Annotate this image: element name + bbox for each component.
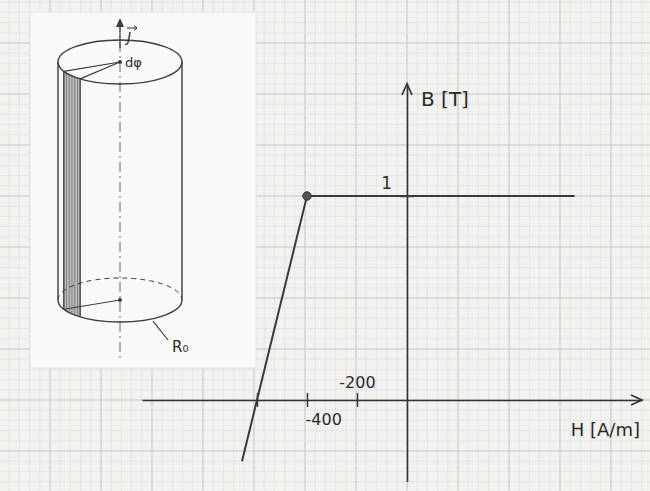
vector-overarrow: [127, 26, 137, 31]
chart-svg: -400 -200 1 B [T] H [A/m] Jdφ R₀: [0, 0, 650, 491]
graph-paper: [0, 0, 650, 491]
curve: [242, 196, 575, 461]
cylinder-bottom-back: [58, 278, 182, 300]
cylinder-side: [181, 62, 182, 300]
graph-paper-line: [0, 389, 650, 390]
point: [303, 192, 311, 200]
y-axis-arrow: [402, 84, 412, 95]
slit-shading: [64, 71, 80, 317]
cylinder-bottom-front: [58, 300, 182, 322]
graph-paper-line: [0, 461, 650, 462]
x-tick-label: -200: [339, 373, 375, 392]
graph-paper-line: [0, 471, 650, 472]
slit-edge: [64, 62, 120, 71]
graph-paper-line: [0, 481, 650, 482]
slit-edge: [80, 62, 120, 79]
slit-hatch: [77, 78, 78, 316]
x-tick: -400: [306, 393, 342, 429]
cylinder-axis: [120, 22, 121, 362]
graph-paper-line: [0, 400, 650, 401]
graph-paper-line: [0, 430, 650, 431]
slit-hatch: [63, 71, 64, 309]
slit-edge: [63, 71, 64, 309]
radius-pointer: [153, 321, 168, 340]
graph-paper-line: [0, 369, 650, 370]
x-tick-mark: [357, 393, 359, 407]
inset-panel: [30, 12, 256, 368]
y-tick-label: 1: [381, 173, 392, 193]
x-tick-mark: [307, 393, 309, 407]
vector-label: J: [124, 29, 131, 45]
x-axis-line: [143, 400, 643, 402]
x-axis: -400 -200: [143, 373, 643, 429]
radius-line: [64, 300, 120, 309]
graph-paper-line: [0, 379, 650, 380]
x-tick-label: -400: [306, 410, 342, 429]
angle-label: dφ: [125, 55, 142, 70]
y-axis-title: B [T]: [421, 87, 469, 111]
y-axis: 1: [381, 84, 414, 482]
radius-label: R₀: [172, 338, 188, 356]
center-dot: [118, 60, 122, 64]
center-dot: [118, 298, 122, 302]
graph-paper-line: [0, 440, 650, 441]
graph-paper-line: [0, 2, 650, 3]
cylinder-side: [57, 62, 58, 300]
slit-edge: [80, 79, 81, 317]
slit-hatch: [71, 75, 72, 313]
x-axis-title: H [A/m]: [571, 419, 640, 440]
y-tick: 1: [381, 173, 414, 197]
slit-hatch: [74, 76, 75, 314]
slit-hatch: [69, 74, 70, 312]
inset: Jdφ R₀: [30, 12, 256, 368]
plot-area: [242, 192, 575, 461]
x-axis-arrow: [631, 395, 642, 405]
slit-hatch: [80, 79, 81, 317]
chart-root: -400 -200 1 B [T] H [A/m] Jdφ R₀: [0, 0, 650, 491]
graph-paper-line: [0, 451, 650, 452]
slit-hatch: [66, 73, 67, 311]
paper: [0, 0, 650, 491]
x-tick: -200: [339, 373, 375, 407]
y-axis-line: [407, 84, 409, 482]
current-arrowhead: [116, 18, 124, 27]
